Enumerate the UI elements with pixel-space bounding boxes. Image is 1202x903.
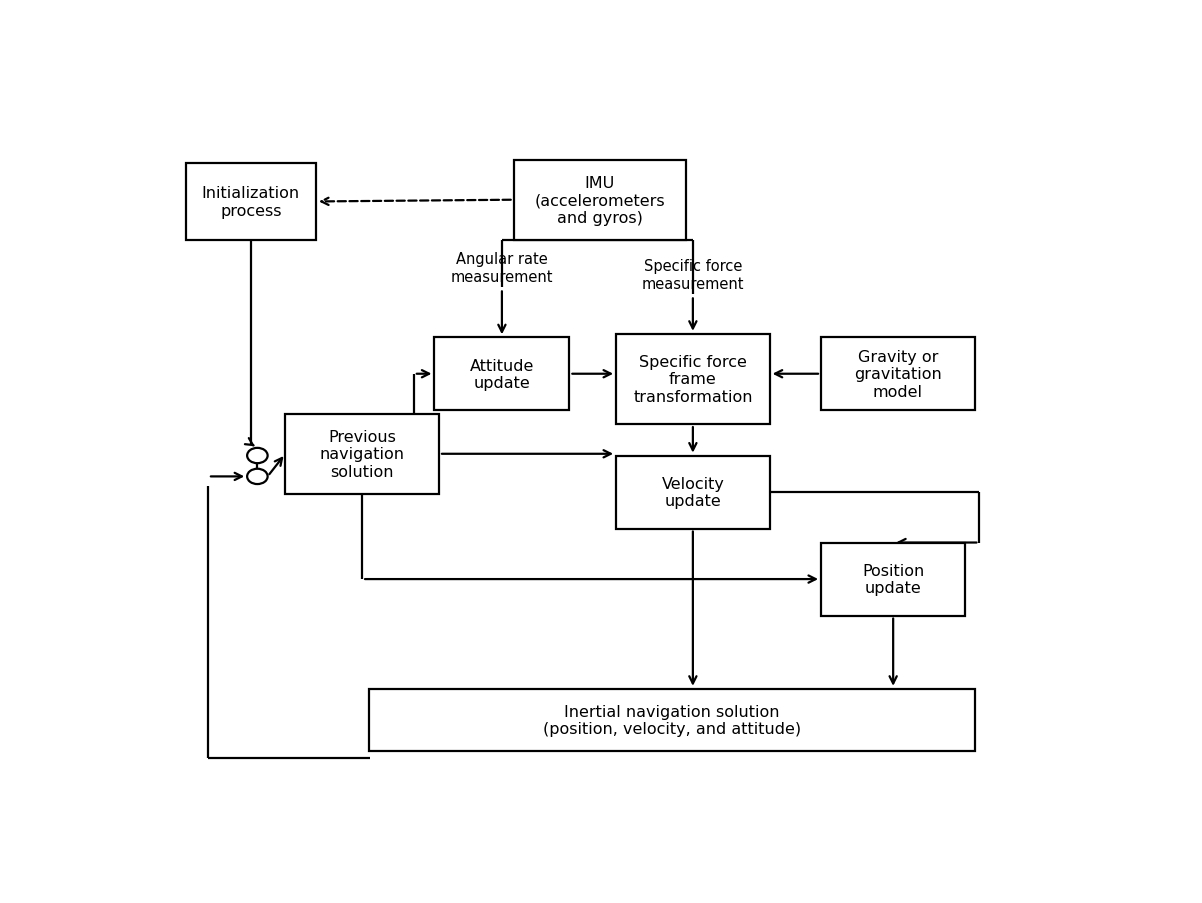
Text: Initialization
process: Initialization process	[202, 186, 300, 219]
Bar	[513, 161, 686, 240]
Text: Position
update: Position update	[862, 563, 924, 596]
Bar	[821, 338, 975, 411]
Bar	[821, 543, 965, 616]
Bar	[185, 164, 316, 240]
Text: Angular rate
measurement: Angular rate measurement	[451, 252, 553, 284]
Text: Previous
navigation
solution: Previous navigation solution	[320, 430, 405, 479]
Bar	[285, 414, 439, 494]
Bar	[369, 689, 975, 751]
Text: Inertial navigation solution
(position, velocity, and attitude): Inertial navigation solution (position, …	[543, 704, 801, 737]
Text: IMU
(accelerometers
and gyros): IMU (accelerometers and gyros)	[535, 175, 665, 226]
Text: Specific force
frame
transformation: Specific force frame transformation	[633, 355, 752, 405]
Bar	[615, 456, 769, 529]
Bar	[615, 334, 769, 424]
Text: Attitude
update: Attitude update	[470, 358, 534, 390]
Text: Velocity
update: Velocity update	[661, 477, 725, 508]
Text: Gravity or
gravitation
model: Gravity or gravitation model	[853, 349, 941, 399]
Bar	[434, 338, 570, 411]
Text: Specific force
measurement: Specific force measurement	[642, 259, 744, 292]
